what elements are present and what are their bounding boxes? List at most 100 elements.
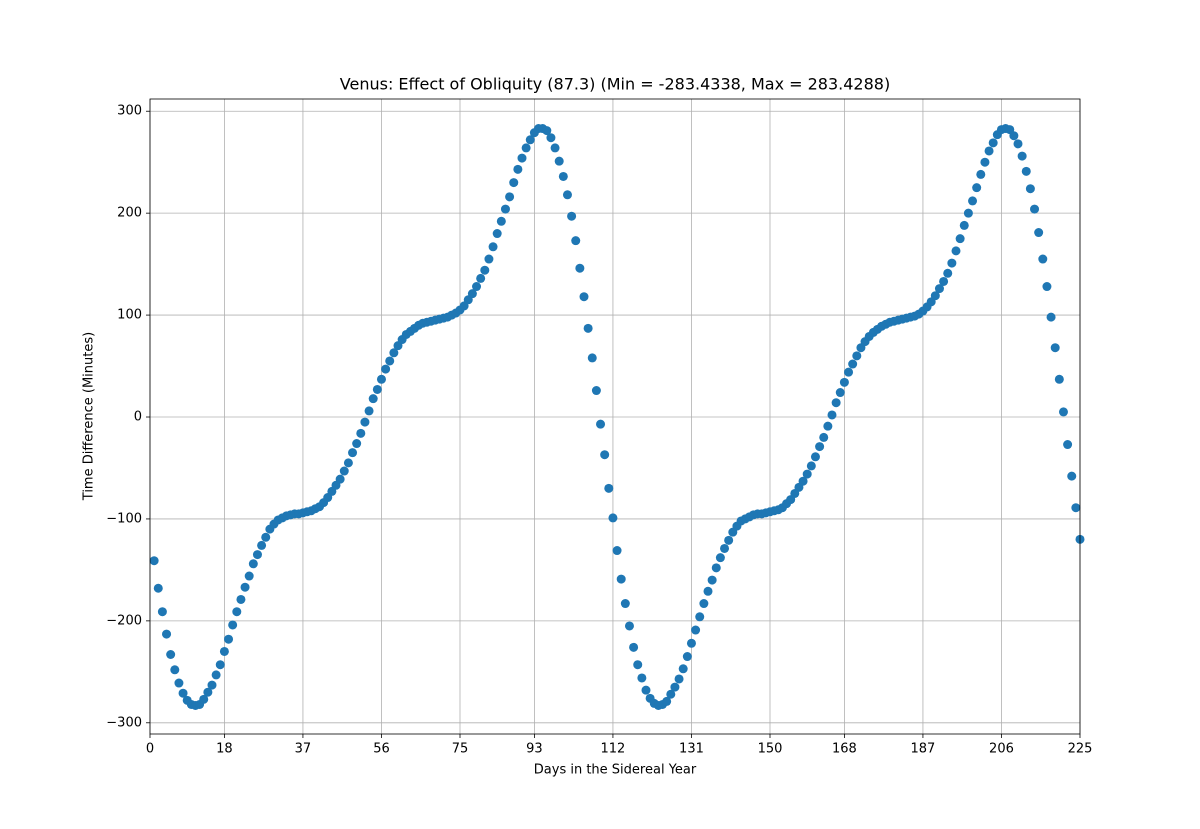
point xyxy=(496,216,506,226)
point xyxy=(691,625,701,635)
point xyxy=(372,384,382,394)
point xyxy=(1038,254,1048,264)
point xyxy=(1054,374,1064,384)
point xyxy=(389,348,399,358)
x-tick-label: 37 xyxy=(295,742,312,757)
y-tick-label: −300 xyxy=(106,715,142,730)
point xyxy=(562,190,572,200)
point xyxy=(1050,343,1060,353)
point xyxy=(976,169,986,179)
point xyxy=(674,674,684,684)
point xyxy=(1009,131,1019,141)
x-tick-label: 150 xyxy=(758,742,783,757)
point xyxy=(596,419,606,429)
point xyxy=(554,156,564,166)
point xyxy=(1067,471,1077,481)
point xyxy=(715,553,725,563)
point xyxy=(724,535,734,545)
point xyxy=(819,432,829,442)
point xyxy=(835,388,845,398)
point xyxy=(240,582,250,592)
point xyxy=(579,292,589,302)
points xyxy=(149,124,1085,710)
point xyxy=(157,607,167,617)
point xyxy=(364,406,374,416)
point xyxy=(707,575,717,585)
point xyxy=(232,607,242,617)
point xyxy=(980,157,990,167)
point xyxy=(550,143,560,153)
point xyxy=(798,476,808,486)
point xyxy=(686,638,696,648)
point xyxy=(1034,228,1044,238)
point xyxy=(149,556,159,566)
x-tick-label: 131 xyxy=(679,742,704,757)
point xyxy=(815,442,825,452)
point xyxy=(476,273,486,283)
point xyxy=(802,469,812,479)
point xyxy=(203,687,213,697)
y-tick-label: 200 xyxy=(117,206,142,221)
point xyxy=(521,143,531,153)
point xyxy=(339,466,349,476)
point xyxy=(376,374,386,384)
y-tick-label: −200 xyxy=(106,613,142,628)
point xyxy=(629,642,639,652)
point xyxy=(955,234,965,244)
point xyxy=(480,265,490,275)
point xyxy=(335,474,345,484)
point xyxy=(472,282,482,292)
point xyxy=(571,236,581,246)
point xyxy=(567,211,577,221)
point xyxy=(360,417,370,427)
point xyxy=(1013,139,1023,149)
point xyxy=(1063,440,1073,450)
point xyxy=(633,660,643,670)
axes-frame xyxy=(149,98,1081,735)
point xyxy=(620,599,630,609)
point xyxy=(988,138,998,148)
point xyxy=(591,386,601,396)
point xyxy=(509,178,519,188)
point xyxy=(810,452,820,462)
point xyxy=(844,367,854,377)
point xyxy=(587,353,597,363)
point xyxy=(682,652,692,662)
x-tick-label: 0 xyxy=(146,742,154,757)
point xyxy=(174,678,184,688)
point xyxy=(637,673,647,683)
x-tick-label: 112 xyxy=(601,742,626,757)
point xyxy=(228,620,238,630)
point xyxy=(1030,204,1040,214)
point xyxy=(984,146,994,156)
point xyxy=(525,135,535,145)
y-tick-label: 300 xyxy=(117,104,142,119)
x-tick-label: 18 xyxy=(216,742,233,757)
x-axis-label: Days in the Sidereal Year xyxy=(534,763,697,778)
point xyxy=(484,254,494,264)
point xyxy=(662,696,672,706)
point xyxy=(542,126,552,136)
point xyxy=(244,571,254,581)
point xyxy=(670,682,680,692)
point xyxy=(703,586,713,596)
x-tick-label: 168 xyxy=(832,742,857,757)
point xyxy=(711,563,721,573)
point xyxy=(624,621,634,631)
point xyxy=(352,439,362,449)
ticks: 0 18 37 56 75 93 112 131 150 168 187 206 225 −300 −200… xyxy=(106,104,1092,757)
point xyxy=(505,192,515,202)
point xyxy=(604,483,614,493)
point xyxy=(1071,503,1081,513)
point xyxy=(199,694,209,704)
x-tick-label: 206 xyxy=(989,742,1014,757)
point xyxy=(166,649,176,659)
point xyxy=(848,359,858,369)
point xyxy=(608,513,618,523)
point xyxy=(831,398,841,408)
y-tick-label: −100 xyxy=(106,511,142,526)
point xyxy=(943,268,953,278)
point xyxy=(211,670,221,680)
point xyxy=(939,276,949,286)
